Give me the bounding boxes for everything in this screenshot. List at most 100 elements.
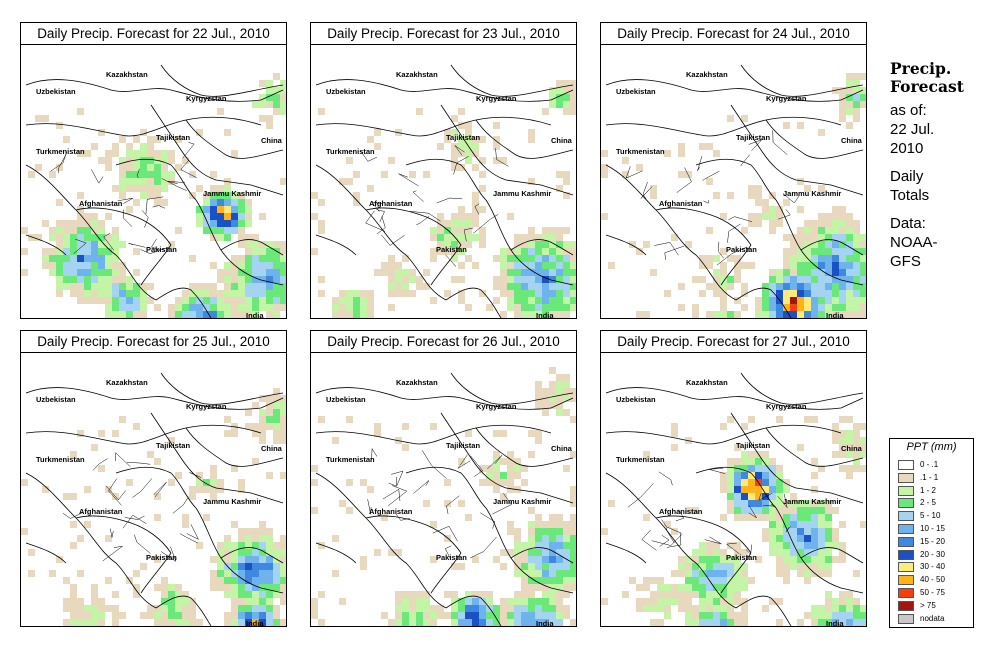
country-label-kyrgyzstan: Kyrgyzstan — [186, 402, 227, 411]
country-label-kyrgyzstan: Kyrgyzstan — [766, 402, 807, 411]
map-canvas — [21, 372, 286, 626]
country-label-pakistan: Pakistan — [726, 553, 757, 562]
map-canvas — [21, 64, 286, 318]
legend-label: 5 - 10 — [920, 511, 941, 521]
legend-item: 15 - 20 — [898, 536, 970, 548]
legend-label: .1 - 1 — [920, 472, 939, 482]
country-label-kazakhstan: Kazakhstan — [686, 378, 728, 387]
legend-swatch — [898, 613, 914, 624]
map-canvas — [601, 64, 866, 318]
legend-label: 40 - 50 — [920, 575, 945, 585]
forecast-panel: Daily Precip. Forecast for 25 Jul., 2010… — [20, 330, 287, 628]
panel-title: Daily Precip. Forecast for 26 Jul., 2010 — [311, 331, 576, 353]
country-label-china: China — [551, 444, 572, 453]
country-label-kyrgyzstan: Kyrgyzstan — [476, 402, 517, 411]
legend-swatch — [898, 472, 914, 483]
ppt-legend: PPT (mm) 0 - .1 .1 - 1 1 - 2 2 - 5 5 - 10 10 … — [889, 438, 974, 628]
daily-label: Daily — [890, 168, 924, 185]
country-label-kyrgyzstan: Kyrgyzstan — [476, 94, 517, 103]
country-label-tajikistan: Tajikistan — [156, 133, 191, 142]
country-label-pakistan: Pakistan — [726, 245, 757, 254]
forecast-panel: Daily Precip. Forecast for 22 Jul., 2010… — [20, 22, 287, 320]
legend-item: nodata — [898, 613, 970, 625]
legend-swatch — [898, 485, 914, 496]
country-label-tajikistan: Tajikistan — [446, 133, 481, 142]
country-label-jammu-kashmir: Jammu Kashmir — [783, 497, 842, 506]
country-label-jammu-kashmir: Jammu Kashmir — [493, 497, 552, 506]
legend-label: nodata — [920, 613, 945, 623]
legend-item: 1 - 2 — [898, 485, 970, 497]
side-header: Precip. Forecast as of: 22 Jul. 2010 Dai… — [890, 60, 980, 271]
country-label-turkmenistan: Turkmenistan — [616, 147, 665, 156]
country-label-kazakhstan: Kazakhstan — [396, 70, 438, 79]
country-label-pakistan: Pakistan — [436, 245, 467, 254]
legend-item: 5 - 10 — [898, 510, 970, 522]
country-label-uzbekistan: Uzbekistan — [36, 87, 76, 96]
forecast-panel: Daily Precip. Forecast for 27 Jul., 2010… — [600, 330, 867, 628]
country-label-china: China — [261, 444, 282, 453]
country-label-india: India — [826, 619, 844, 628]
legend-swatch — [898, 498, 914, 509]
country-label-tajikistan: Tajikistan — [446, 441, 481, 450]
legend-item: 40 - 50 — [898, 574, 970, 586]
data-source-line2: GFS — [890, 253, 921, 270]
country-label-kyrgyzstan: Kyrgyzstan — [766, 94, 807, 103]
legend-swatch — [898, 460, 914, 470]
country-label-uzbekistan: Uzbekistan — [616, 395, 656, 404]
forecast-panel: Daily Precip. Forecast for 24 Jul., 2010… — [600, 22, 867, 320]
legend-swatch — [898, 588, 914, 598]
country-label-turkmenistan: Turkmenistan — [326, 455, 375, 464]
panel-title: Daily Precip. Forecast for 23 Jul., 2010 — [311, 23, 576, 45]
legend-title: PPT (mm) — [906, 441, 957, 453]
legend-label: 1 - 2 — [920, 485, 937, 495]
precip-map: Uzbekistan Kazakhstan Kyrgyzstan Tajikistan… — [601, 353, 866, 628]
country-label-uzbekistan: Uzbekistan — [326, 87, 366, 96]
country-label-afghanistan: Afghanistan — [79, 199, 123, 208]
country-label-kazakhstan: Kazakhstan — [106, 378, 148, 387]
country-label-india: India — [536, 619, 554, 628]
panel-title: Daily Precip. Forecast for 24 Jul., 2010 — [601, 23, 866, 45]
legend-swatch — [898, 600, 914, 611]
legend-label: > 75 — [920, 600, 936, 610]
country-label-jammu-kashmir: Jammu Kashmir — [493, 189, 552, 198]
country-label-tajikistan: Tajikistan — [736, 133, 771, 142]
legend-swatch — [898, 511, 914, 522]
country-label-turkmenistan: Turkmenistan — [326, 147, 375, 156]
country-label-pakistan: Pakistan — [146, 245, 177, 254]
country-label-pakistan: Pakistan — [436, 553, 467, 562]
country-label-kazakhstan: Kazakhstan — [686, 70, 728, 79]
as-of-date-line1: 22 Jul. — [890, 121, 935, 138]
panel-title: Daily Precip. Forecast for 25 Jul., 2010 — [21, 331, 286, 353]
legend-label: 2 - 5 — [920, 498, 937, 508]
legend-item: 2 - 5 — [898, 497, 970, 509]
country-label-turkmenistan: Turkmenistan — [36, 455, 85, 464]
side-title-line2: Forecast — [890, 77, 964, 96]
country-label-afghanistan: Afghanistan — [659, 199, 703, 208]
data-label: Data: — [890, 215, 926, 232]
country-label-china: China — [841, 136, 862, 145]
map-canvas — [311, 64, 576, 318]
as-of-label: as of: — [890, 102, 927, 119]
country-label-uzbekistan: Uzbekistan — [616, 87, 656, 96]
country-label-india: India — [536, 311, 554, 320]
country-label-china: China — [261, 136, 282, 145]
legend-swatch — [898, 562, 914, 573]
panel-title: Daily Precip. Forecast for 27 Jul., 2010 — [601, 331, 866, 353]
legend-label: 10 - 15 — [920, 524, 945, 533]
legend-label: 20 - 30 — [920, 549, 945, 559]
country-label-afghanistan: Afghanistan — [659, 507, 703, 516]
country-label-jammu-kashmir: Jammu Kashmir — [203, 497, 262, 506]
country-label-china: China — [841, 444, 862, 453]
legend-item: > 75 — [898, 600, 970, 612]
precip-map: Uzbekistan Kazakhstan Kyrgyzstan Tajikistan… — [21, 353, 286, 628]
legend-label: 0 - .1 — [920, 460, 939, 469]
forecast-panel: Daily Precip. Forecast for 23 Jul., 2010… — [310, 22, 577, 320]
country-label-uzbekistan: Uzbekistan — [326, 395, 366, 404]
legend-item: .1 - 1 — [898, 472, 970, 484]
legend-swatch — [898, 575, 914, 586]
panel-title: Daily Precip. Forecast for 22 Jul., 2010 — [21, 23, 286, 45]
precip-map: Uzbekistan Kazakhstan Kyrgyzstan Tajikistan… — [311, 353, 576, 628]
as-of-date-line2: 2010 — [890, 140, 924, 157]
country-label-pakistan: Pakistan — [146, 553, 177, 562]
legend-item: 20 - 30 — [898, 549, 970, 561]
